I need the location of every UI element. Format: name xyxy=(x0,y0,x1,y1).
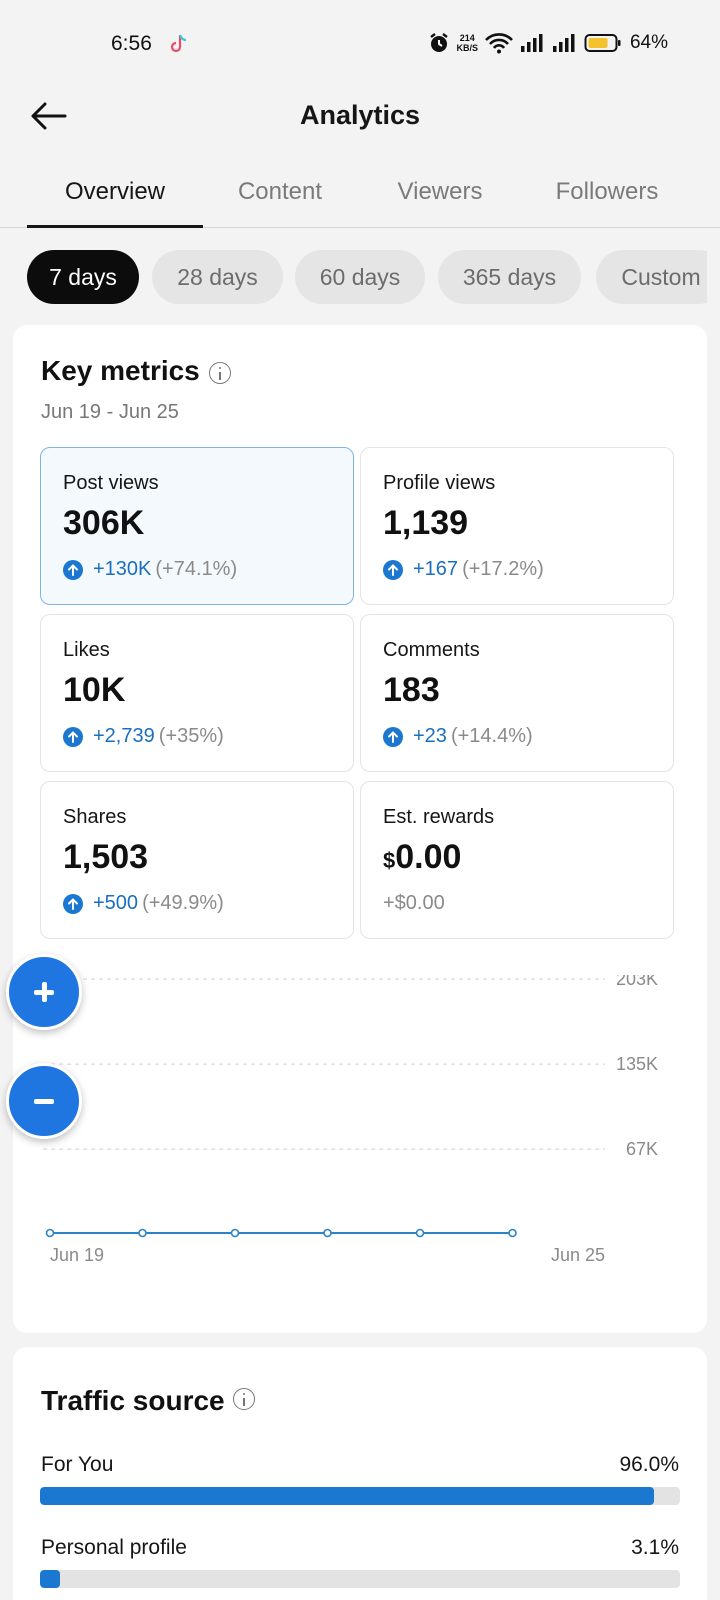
traffic-source-card: Traffic source For You 96.0% Personal pr… xyxy=(13,1347,707,1600)
minus-icon xyxy=(34,1099,54,1104)
metric-change: +167 (+17.2%) xyxy=(383,558,544,581)
x-tick-label: Jun 25 xyxy=(551,1245,605,1265)
traffic-row-value: 96.0% xyxy=(619,1453,679,1476)
period-chip-custom[interactable]: Custom xyxy=(596,250,707,304)
metric-delta: +$0.00 xyxy=(383,892,445,914)
metric-value: 183 xyxy=(383,671,440,709)
metric-delta: +2,739 xyxy=(93,725,155,747)
metric-label: Likes xyxy=(63,639,110,661)
key-metrics-info-icon[interactable] xyxy=(209,362,231,384)
active-tab-indicator xyxy=(27,225,203,228)
chart-data-point xyxy=(138,1228,147,1238)
period-chip-365-days[interactable]: 365 days xyxy=(438,250,581,304)
cellular-signal-icon xyxy=(520,34,543,52)
key-metrics-card: Key metrics Jun 19 - Jun 25 Post views 3… xyxy=(13,325,707,1333)
metric-post-views[interactable]: Post views 306K +130K (+74.1%) xyxy=(40,447,354,605)
period-chip-60-days[interactable]: 60 days xyxy=(295,250,425,304)
up-arrow-icon xyxy=(63,726,83,747)
metric-comments[interactable]: Comments 183 +23 (+14.4%) xyxy=(360,614,674,772)
chart-data-point xyxy=(415,1228,425,1238)
metric-delta-percent: (+74.1%) xyxy=(155,558,238,580)
metric-delta-percent: (+14.4%) xyxy=(450,725,533,747)
metric-shares[interactable]: Shares 1,503 +500 (+49.9%) xyxy=(40,781,354,939)
traffic-source-title: Traffic source xyxy=(41,1385,225,1416)
up-arrow-icon xyxy=(63,893,83,914)
metric-delta: +167 xyxy=(413,558,459,580)
up-arrow-icon xyxy=(383,559,403,580)
traffic-row-bar-fill xyxy=(40,1570,60,1588)
cellular-signal-2-icon xyxy=(552,34,575,52)
wifi-icon xyxy=(485,33,513,54)
status-time: 6:56 xyxy=(111,32,152,55)
tiktok-notification-icon xyxy=(170,34,187,53)
up-arrow-icon xyxy=(383,726,403,747)
traffic-source-info-icon[interactable] xyxy=(233,1388,255,1410)
alarm-icon xyxy=(430,33,449,52)
x-tick-label: Jun 19 xyxy=(50,1245,104,1265)
metric-value: 306K xyxy=(63,504,145,542)
zoom-out-button[interactable] xyxy=(6,1063,82,1139)
battery-percentage: 64% xyxy=(629,32,668,53)
metric-label: Shares xyxy=(63,806,127,828)
status-icons: 214 KB/S 64% xyxy=(428,30,668,56)
metric-change: +500 (+49.9%) xyxy=(63,892,224,915)
metric-profile-views[interactable]: Profile views 1,139 +167 (+17.2%) xyxy=(360,447,674,605)
traffic-row-label: For You xyxy=(41,1453,114,1476)
period-selector: 7 days 28 days 60 days 365 days Custom xyxy=(27,250,707,306)
network-speed: 214 KB/S xyxy=(456,33,478,53)
period-chip-7-days[interactable]: 7 days xyxy=(27,250,139,304)
traffic-row-bar xyxy=(40,1570,680,1588)
metric-value: $0.00 xyxy=(383,838,461,877)
traffic-row-label: Personal profile xyxy=(41,1536,187,1559)
y-tick-label: 135K xyxy=(616,1054,658,1074)
metric-est-rewards[interactable]: Est. rewards $0.00 +$0.00 xyxy=(360,781,674,939)
zoom-in-button[interactable] xyxy=(6,954,82,1030)
back-arrow-icon xyxy=(31,102,67,130)
y-tick-label: 67K xyxy=(626,1139,658,1159)
date-range: Jun 19 - Jun 25 xyxy=(41,401,179,423)
traffic-row-bar xyxy=(40,1487,680,1505)
metric-value: 10K xyxy=(63,671,126,709)
metric-label: Profile views xyxy=(383,472,496,494)
traffic-row-bar-fill xyxy=(40,1487,655,1505)
y-tick-label: 203K xyxy=(616,975,658,989)
rewards-amount: 0.00 xyxy=(395,838,462,876)
traffic-row-value: 3.1% xyxy=(631,1536,679,1559)
chart-data-point xyxy=(45,1228,55,1238)
metric-delta: +130K xyxy=(93,558,152,580)
back-button[interactable] xyxy=(28,96,68,136)
metric-label: Comments xyxy=(383,639,480,661)
metric-change: +$0.00 xyxy=(383,892,445,915)
metric-delta: +23 xyxy=(413,725,447,747)
tab-followers[interactable]: Followers xyxy=(555,178,659,205)
chart-data-point xyxy=(508,1228,517,1238)
tab-content[interactable]: Content xyxy=(237,178,323,205)
tab-overview[interactable]: Overview xyxy=(64,178,166,205)
app-bar: Analytics xyxy=(0,92,720,182)
post-views-chart[interactable]: 203K 135K 67K Jun 19 Jun 25 xyxy=(13,975,707,1295)
tab-bar: Overview Content Viewers Followers xyxy=(0,170,720,228)
up-arrow-icon xyxy=(63,559,83,580)
period-chip-28-days[interactable]: 28 days xyxy=(152,250,283,304)
metric-delta-percent: (+17.2%) xyxy=(462,558,544,580)
metric-delta-percent: (+49.9%) xyxy=(142,892,224,914)
tab-viewers[interactable]: Viewers xyxy=(397,178,483,205)
status-bar: 6:56 214 KB/S xyxy=(0,0,720,92)
battery-icon xyxy=(584,34,621,52)
key-metrics-title: Key metrics xyxy=(41,355,200,386)
metric-change: +130K (+74.1%) xyxy=(63,558,237,581)
metric-label: Est. rewards xyxy=(383,806,495,828)
chart-data-point xyxy=(230,1228,240,1238)
metric-change: +23 (+14.4%) xyxy=(383,725,533,748)
metric-value: 1,139 xyxy=(383,504,469,542)
metric-label: Post views xyxy=(63,472,159,494)
currency-symbol: $ xyxy=(383,848,396,873)
page-title: Analytics xyxy=(299,100,421,130)
metric-delta-percent: (+35%) xyxy=(158,725,224,747)
metric-change: +2,739 (+35%) xyxy=(63,725,224,748)
metric-value: 1,503 xyxy=(63,838,149,876)
metric-delta: +500 xyxy=(93,892,139,914)
metric-likes[interactable]: Likes 10K +2,739 (+35%) xyxy=(40,614,354,772)
chart-data-point xyxy=(323,1228,332,1238)
